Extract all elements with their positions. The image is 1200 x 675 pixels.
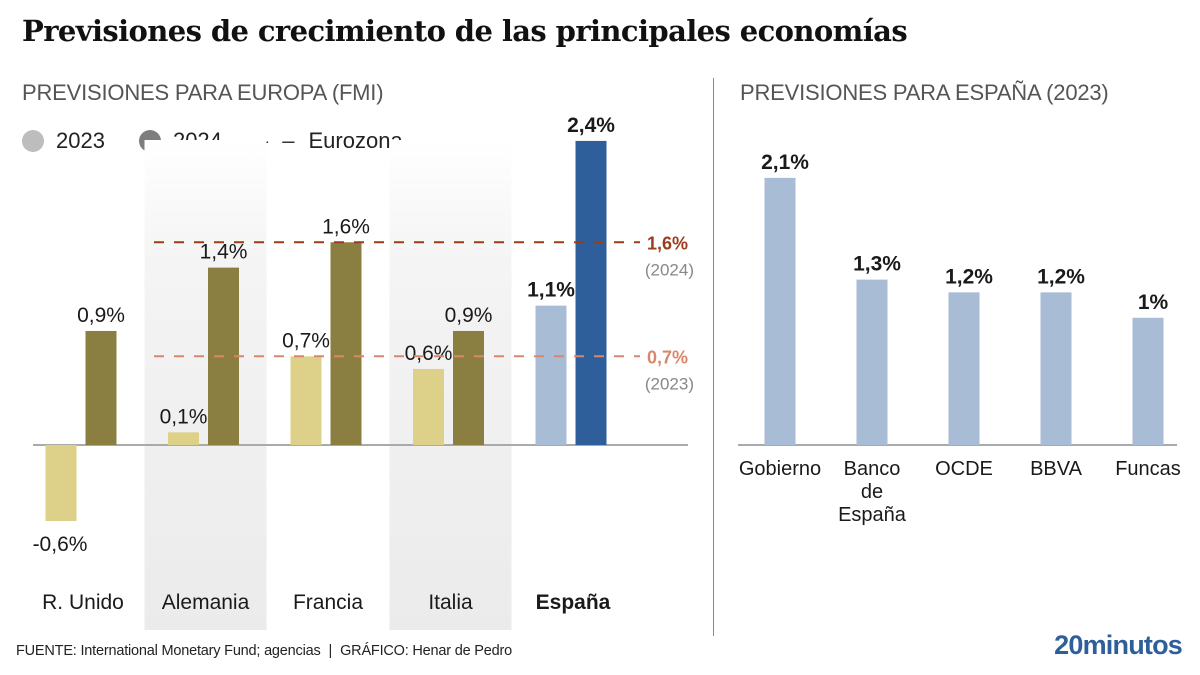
bar-españa-2023 bbox=[535, 305, 567, 445]
category-label-francia: Francia bbox=[293, 591, 363, 614]
legend-2023-dot-icon bbox=[22, 130, 44, 152]
data-label-ocde: 1,2% bbox=[945, 265, 993, 288]
data-label-bbva: 1,2% bbox=[1037, 265, 1085, 288]
shaded-band-italia bbox=[389, 140, 512, 630]
category-label-alemania: Alemania bbox=[162, 591, 250, 614]
bar-italia-2024 bbox=[453, 330, 484, 445]
footer-separator: | bbox=[328, 643, 333, 659]
data-label-alemania-2024: 1,4% bbox=[200, 241, 248, 264]
eurozone-year-2024: (2024) bbox=[645, 260, 694, 279]
category-label-españa: España bbox=[536, 591, 611, 614]
bar-gobierno bbox=[764, 177, 796, 445]
brand-logo: 20minutos bbox=[1054, 630, 1183, 660]
bar-funcas bbox=[1132, 317, 1164, 445]
data-label-r-unido-2023: -0,6% bbox=[33, 533, 88, 556]
data-label-funcas: 1% bbox=[1138, 291, 1169, 314]
data-label-españa-2023: 1,1% bbox=[527, 279, 575, 302]
bar-francia-2024 bbox=[330, 242, 362, 445]
category-label-banco-de-españa-line-2: de bbox=[861, 481, 883, 503]
category-label-banco-de-españa-line-3: España bbox=[838, 504, 907, 526]
bar-banco-de-españa bbox=[856, 279, 888, 445]
page-title: Previsiones de crecimiento de las princi… bbox=[22, 14, 908, 48]
bar-bbva bbox=[1040, 292, 1072, 445]
bar-españa-2024 bbox=[575, 140, 607, 446]
legend-eurozona-label: Eurozona bbox=[308, 128, 403, 153]
category-label-banco-de-españa-line-1: Banco bbox=[844, 458, 901, 480]
spain-chart-title: PREVISIONES PARA ESPAÑA (2023) bbox=[740, 80, 1109, 105]
category-label-ocde: OCDE bbox=[935, 458, 993, 480]
data-label-r-unido-2024: 0,9% bbox=[77, 304, 125, 327]
data-label-españa-2024: 2,4% bbox=[567, 114, 615, 137]
bar-ocde bbox=[948, 292, 980, 445]
footer: FUENTE: International Monetary Fund; age… bbox=[16, 643, 512, 659]
source-text: FUENTE: International Monetary Fund; age… bbox=[16, 643, 321, 659]
data-label-italia-2023: 0,6% bbox=[405, 342, 453, 365]
data-label-alemania-2023: 0,1% bbox=[160, 405, 208, 428]
bar-r-unido-2024 bbox=[85, 330, 117, 445]
data-label-gobierno: 2,1% bbox=[761, 151, 809, 174]
data-label-francia-2024: 1,6% bbox=[322, 215, 370, 238]
bar-r-unido-2023 bbox=[45, 445, 77, 522]
eurozone-year-2023: (2023) bbox=[645, 374, 694, 393]
credit-text: GRÁFICO: Henar de Pedro bbox=[340, 643, 512, 659]
europe-chart-title: PREVISIONES PARA EUROPA (FMI) bbox=[22, 80, 384, 105]
legend-item-2023: 2023 bbox=[22, 128, 105, 154]
shaded-band-alemania bbox=[144, 140, 267, 630]
bar-francia-2023 bbox=[290, 356, 322, 445]
eurozone-value-2023: 0,7% bbox=[647, 347, 688, 367]
data-label-italia-2024: 0,9% bbox=[445, 304, 493, 327]
category-label-bbva: BBVA bbox=[1030, 458, 1083, 480]
data-label-banco-de-españa: 1,3% bbox=[853, 253, 901, 276]
legend-2023-label: 2023 bbox=[56, 128, 105, 153]
category-label-gobierno: Gobierno bbox=[739, 458, 821, 480]
category-label-r-unido: R. Unido bbox=[42, 591, 124, 614]
legend-item-eurozona: – – Eurozona bbox=[256, 128, 403, 154]
bar-italia-2023 bbox=[413, 368, 444, 445]
chart-divider bbox=[713, 78, 714, 636]
category-label-italia: Italia bbox=[428, 591, 473, 614]
bar-alemania-2023 bbox=[168, 432, 199, 445]
category-label-funcas: Funcas bbox=[1115, 458, 1181, 480]
data-label-francia-2023: 0,7% bbox=[282, 329, 330, 352]
eurozone-value-2024: 1,6% bbox=[647, 233, 688, 253]
